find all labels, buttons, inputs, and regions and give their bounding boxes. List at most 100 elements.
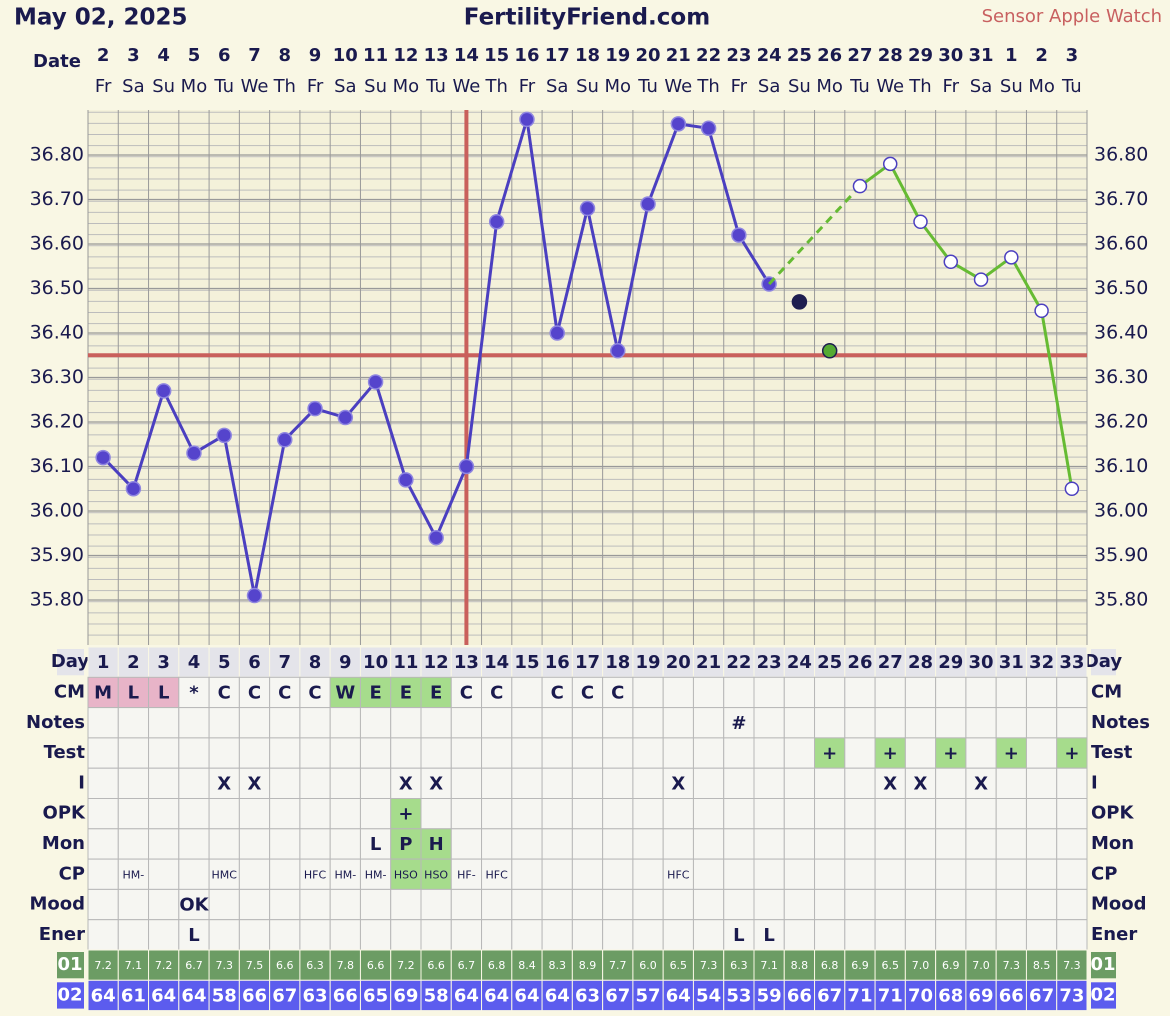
cell-text: L — [188, 925, 199, 946]
date-number: 11 — [363, 45, 388, 66]
table-cell — [481, 858, 513, 890]
cell-text: 53 — [726, 985, 751, 1006]
table-cell — [541, 737, 573, 769]
table-cell — [208, 737, 240, 769]
table-cell — [420, 919, 452, 951]
table-cell — [692, 676, 725, 709]
temp-point — [610, 343, 626, 359]
cell-text: 6.7 — [458, 959, 476, 972]
temp-point — [95, 449, 111, 466]
temp-point — [398, 472, 414, 488]
temp-point — [246, 587, 263, 604]
table-cell — [299, 798, 331, 830]
table-cell — [723, 888, 755, 921]
table-cell — [662, 888, 694, 921]
row-label-right: OPK — [1091, 803, 1134, 824]
table-cell — [571, 676, 604, 709]
y-tick-label: 36.10 — [30, 455, 84, 477]
row-label-box — [57, 649, 84, 676]
table-cell — [753, 646, 785, 678]
cell-text: E — [369, 682, 381, 703]
temp-point — [307, 400, 323, 417]
table-cell — [1056, 707, 1088, 739]
cell-text: # — [731, 713, 746, 734]
row-label: Ener — [39, 924, 85, 945]
cell-text: 6.8 — [821, 959, 839, 972]
table-cell — [935, 888, 967, 921]
y-tick-label-right: 35.80 — [1094, 589, 1148, 611]
table-cell — [269, 979, 301, 1012]
cell-text: 7.5 — [246, 959, 264, 972]
cell-text: 67 — [272, 985, 297, 1006]
table-cell — [1025, 828, 1058, 860]
table-cell — [87, 919, 119, 951]
weekday: Fr — [95, 76, 112, 97]
cell-text: 26 — [847, 652, 872, 673]
table-cell — [390, 737, 422, 769]
table-cell — [814, 828, 846, 860]
table-cell — [814, 737, 846, 769]
table-cell — [844, 828, 876, 860]
weekday: Tu — [213, 76, 234, 97]
table-cell — [602, 919, 634, 951]
table-cell — [1025, 767, 1058, 800]
cell-text: + — [943, 743, 958, 764]
cell-text: 7.2 — [397, 959, 415, 972]
table-cell — [783, 858, 816, 890]
cell-text: 15 — [514, 652, 539, 673]
temp-point — [216, 427, 232, 444]
cell-text: 8.4 — [518, 959, 536, 972]
date-number: 8 — [279, 45, 292, 66]
table-cell — [359, 646, 392, 678]
cell-text: + — [1064, 743, 1079, 764]
table-cell — [87, 767, 119, 800]
table-cell — [541, 888, 573, 921]
cell-text: C — [551, 682, 564, 703]
temp-point — [367, 374, 384, 390]
table-cell — [935, 737, 967, 769]
table-cell — [723, 676, 755, 709]
table-cell — [904, 919, 937, 951]
weekday: Sa — [122, 76, 144, 97]
table-cell — [511, 888, 543, 921]
table-cell — [662, 828, 694, 860]
date-number: 24 — [757, 45, 782, 66]
table-cell — [844, 979, 876, 1012]
cell-text: 7.2 — [94, 959, 112, 972]
date-number: 12 — [393, 45, 418, 66]
cell-text: 8.5 — [1033, 959, 1051, 972]
cell-text: 27 — [878, 652, 903, 673]
table-cell — [571, 798, 604, 830]
table-cell — [844, 646, 876, 678]
cell-text: 67 — [1029, 985, 1054, 1006]
y-tick-label: 36.30 — [30, 366, 84, 388]
table-cell — [844, 707, 876, 739]
cell-text: X — [248, 773, 262, 794]
table-cell — [935, 858, 967, 890]
cell-text: L — [733, 925, 744, 946]
date-number: 29 — [908, 45, 933, 66]
table-cell — [814, 767, 846, 800]
table-cell — [117, 828, 150, 860]
cell-text: 6.5 — [670, 959, 688, 972]
temp-point — [1064, 481, 1080, 496]
table-cell — [329, 888, 361, 921]
table-cell — [541, 798, 573, 830]
row-label-right: Mood — [1091, 894, 1147, 915]
row-label: Mon — [42, 833, 85, 854]
table-cell — [117, 949, 150, 981]
cell-text: 54 — [696, 985, 721, 1006]
table-cell — [602, 828, 634, 860]
cell-text: 58 — [212, 985, 237, 1006]
table-cell — [1056, 767, 1088, 800]
row-label: Test — [44, 742, 86, 763]
table-cell — [450, 828, 483, 860]
table-cell — [269, 798, 301, 830]
cell-text: 7.1 — [125, 959, 143, 972]
table-cell — [208, 888, 240, 921]
row-label-right: Mon — [1091, 833, 1134, 854]
cell-text: 6.9 — [942, 959, 960, 972]
table-cell — [602, 737, 634, 769]
table-cell — [87, 888, 119, 921]
